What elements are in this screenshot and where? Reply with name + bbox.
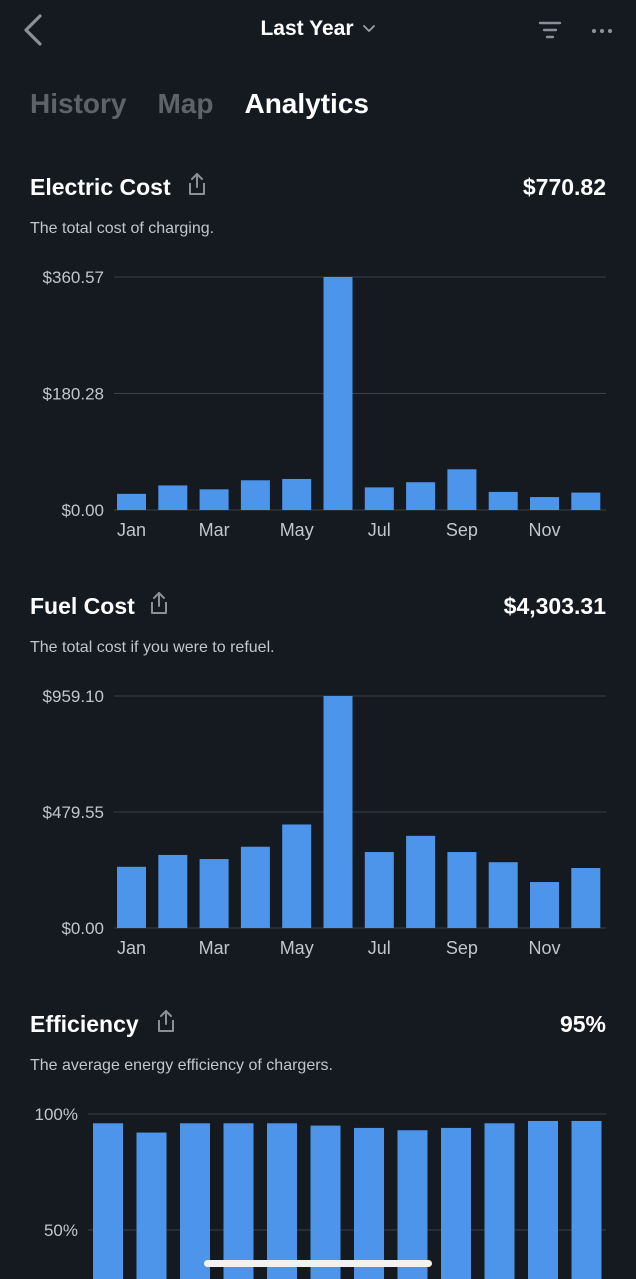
x-tick-label: Mar xyxy=(199,938,230,958)
y-tick-label: 100% xyxy=(35,1105,78,1124)
period-selector[interactable]: Last Year xyxy=(0,17,636,41)
y-tick-label: $0.00 xyxy=(61,919,104,938)
bar-Jun xyxy=(323,277,353,510)
section-title: Fuel Cost xyxy=(30,593,135,619)
bar-11 xyxy=(528,1120,558,1279)
bar-Mar xyxy=(199,859,229,928)
tab-map[interactable]: Map xyxy=(157,88,214,119)
bar-4 xyxy=(223,1123,254,1279)
bar-Feb xyxy=(158,854,188,928)
bar-12 xyxy=(571,1120,602,1279)
fuel-cost-chart: $0.00 $479.55 $959.10 Jan Mar May Jul Sep Nov xyxy=(43,687,606,958)
x-tick-label: May xyxy=(280,520,314,540)
bar-Jan xyxy=(117,493,146,510)
bar-Oct xyxy=(488,862,518,928)
tab-analytics[interactable]: Analytics xyxy=(244,88,369,119)
x-tick-label: Jul xyxy=(368,938,391,958)
x-tick-label: Sep xyxy=(446,938,478,958)
bar-Oct xyxy=(488,491,518,510)
bar-8 xyxy=(397,1130,428,1279)
bar-5 xyxy=(267,1123,297,1279)
section-subtitle: The total cost of charging. xyxy=(30,220,215,237)
section-total: 95% xyxy=(559,1011,606,1037)
ellipsis-icon[interactable] xyxy=(588,22,616,40)
x-tick-label: Jan xyxy=(117,520,146,540)
bar-Dec xyxy=(571,868,601,928)
y-tick-label: $360.57 xyxy=(43,268,104,287)
bar-Dec xyxy=(571,492,601,510)
bar-Nov xyxy=(530,497,559,510)
bar-Jan xyxy=(117,866,146,928)
y-tick-label: 50% xyxy=(44,1221,78,1240)
bar-Feb xyxy=(158,485,188,510)
efficiency-chart: 50% 100% xyxy=(35,1105,606,1279)
bar-9 xyxy=(441,1127,471,1279)
bar-Jul xyxy=(364,487,394,510)
bar-May xyxy=(282,478,312,510)
section-subtitle: The total cost if you were to refuel. xyxy=(30,639,275,656)
bar-Sep xyxy=(447,852,477,928)
y-tick-label: $479.55 xyxy=(43,803,104,822)
x-tick-label: May xyxy=(280,938,314,958)
bar-2 xyxy=(136,1132,167,1279)
bar-10 xyxy=(484,1123,515,1279)
x-tick-label: Sep xyxy=(446,520,478,540)
share-icon[interactable] xyxy=(186,171,208,197)
bar-Jun xyxy=(323,696,353,928)
section-title: Efficiency xyxy=(30,1011,139,1037)
bar-7 xyxy=(354,1127,384,1279)
bar-1 xyxy=(93,1123,123,1279)
top-bar: Last Year xyxy=(0,0,636,60)
x-tick-label: Nov xyxy=(528,938,560,958)
chevron-down-icon xyxy=(362,25,375,33)
y-tick-label: $0.00 xyxy=(61,501,104,520)
bar-Apr xyxy=(240,480,270,510)
section-subtitle: The average energy efficiency of charger… xyxy=(30,1057,333,1074)
bar-May xyxy=(282,824,312,928)
section-total: $4,303.31 xyxy=(503,593,606,619)
x-tick-label: Jul xyxy=(368,520,391,540)
period-label: Last Year xyxy=(260,17,354,40)
bar-6 xyxy=(310,1125,341,1279)
chevron-left-icon[interactable] xyxy=(20,12,46,48)
home-indicator xyxy=(204,1260,432,1267)
bar-Nov xyxy=(530,882,559,928)
bar-Sep xyxy=(447,469,477,510)
share-icon[interactable] xyxy=(155,1008,177,1034)
bar-Aug xyxy=(406,835,436,928)
x-tick-label: Mar xyxy=(199,520,230,540)
x-tick-label: Jan xyxy=(117,938,146,958)
section-total: $770.82 xyxy=(522,174,606,200)
x-tick-label: Nov xyxy=(528,520,560,540)
bar-Aug xyxy=(406,482,436,510)
share-icon[interactable] xyxy=(148,590,170,616)
electric-cost-chart: $0.00 $180.28 $360.57 Jan Mar May Jul Sep Nov xyxy=(43,268,606,540)
y-tick-label: $180.28 xyxy=(43,385,104,404)
filter-icon[interactable] xyxy=(536,18,564,42)
bar-Apr xyxy=(240,846,270,928)
section-title: Electric Cost xyxy=(30,174,171,200)
tab-history[interactable]: History xyxy=(30,88,127,119)
bar-Jul xyxy=(364,852,394,928)
bar-Mar xyxy=(199,489,229,510)
view-tabs: History Map Analytics xyxy=(30,88,369,124)
y-tick-label: $959.10 xyxy=(43,687,104,706)
bar-3 xyxy=(180,1123,210,1279)
